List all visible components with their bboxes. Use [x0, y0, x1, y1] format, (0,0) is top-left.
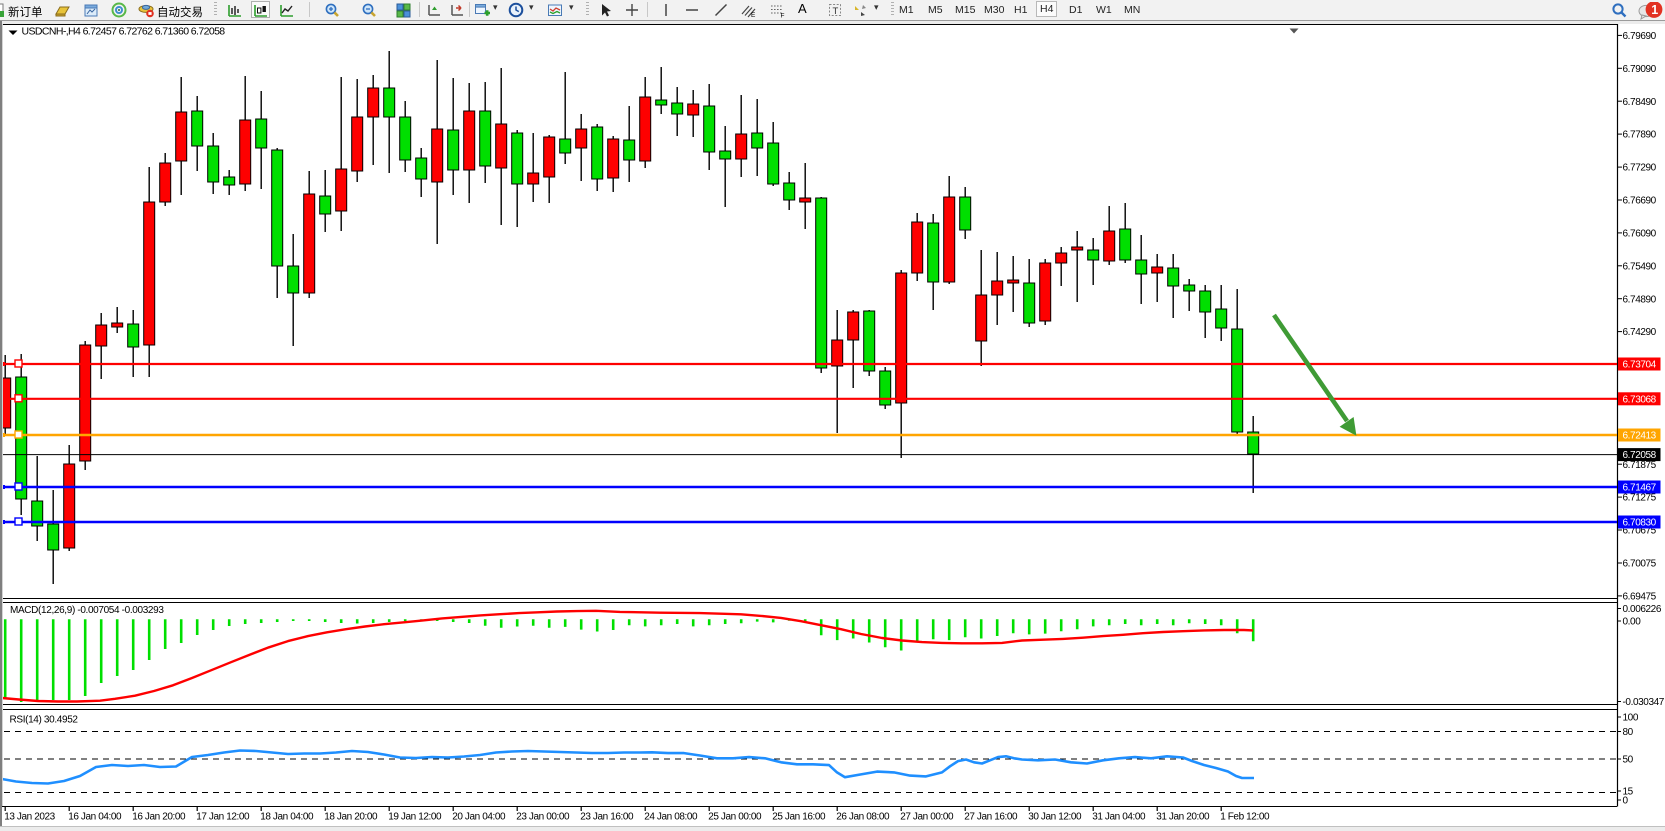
svg-text:26 Jan 08:00: 26 Jan 08:00 — [836, 812, 890, 823]
svg-text:23 Jan 00:00: 23 Jan 00:00 — [516, 812, 570, 823]
svg-text:6.72058: 6.72058 — [1623, 450, 1657, 461]
svg-text:31 Jan 04:00: 31 Jan 04:00 — [1092, 812, 1146, 823]
svg-text:6.79090: 6.79090 — [1623, 64, 1657, 75]
svg-text:6.74890: 6.74890 — [1623, 294, 1657, 305]
svg-text:19 Jan 12:00: 19 Jan 12:00 — [388, 812, 442, 823]
svg-text:RSI(14) 30.4952: RSI(14) 30.4952 — [10, 715, 79, 726]
svg-text:15: 15 — [1623, 787, 1634, 798]
svg-text:80: 80 — [1623, 727, 1634, 738]
svg-text:20 Jan 04:00: 20 Jan 04:00 — [452, 812, 506, 823]
svg-text:1 Feb 12:00: 1 Feb 12:00 — [1220, 812, 1270, 823]
svg-text:6.69475: 6.69475 — [1623, 592, 1657, 603]
svg-text:E: E — [751, 12, 756, 19]
svg-text:6.76090: 6.76090 — [1623, 229, 1657, 240]
svg-text:25 Jan 16:00: 25 Jan 16:00 — [772, 812, 826, 823]
svg-text:T: T — [833, 6, 839, 17]
svg-text:6.73068: 6.73068 — [1623, 394, 1657, 405]
svg-text:17 Jan 12:00: 17 Jan 12:00 — [196, 812, 250, 823]
svg-text:16 Jan 20:00: 16 Jan 20:00 — [132, 812, 186, 823]
svg-text:6.71275: 6.71275 — [1623, 493, 1657, 504]
svg-text:6.71467: 6.71467 — [1623, 483, 1657, 494]
svg-text:6.75490: 6.75490 — [1623, 261, 1657, 272]
svg-text:6.70075: 6.70075 — [1623, 559, 1657, 570]
svg-text:100: 100 — [1623, 713, 1639, 724]
svg-text:6.78490: 6.78490 — [1623, 97, 1657, 108]
svg-text:27 Jan 16:00: 27 Jan 16:00 — [964, 812, 1018, 823]
svg-text:24 Jan 08:00: 24 Jan 08:00 — [644, 812, 698, 823]
svg-text:6.79690: 6.79690 — [1623, 31, 1657, 42]
svg-text:1: 1 — [1651, 3, 1658, 17]
svg-text:31 Jan 20:00: 31 Jan 20:00 — [1156, 812, 1210, 823]
svg-text:0.00: 0.00 — [1623, 617, 1642, 628]
svg-text:-0.030347: -0.030347 — [1623, 697, 1665, 708]
svg-text:F: F — [781, 13, 785, 20]
svg-text:25 Jan 00:00: 25 Jan 00:00 — [708, 812, 762, 823]
svg-text:27 Jan 00:00: 27 Jan 00:00 — [900, 812, 954, 823]
svg-text:6.76690: 6.76690 — [1623, 196, 1657, 207]
svg-text:18 Jan 04:00: 18 Jan 04:00 — [260, 812, 314, 823]
svg-text:USDCNH-,H4 6.72457 6.72762 6.: USDCNH-,H4 6.72457 6.72762 6.71360 6.720… — [22, 26, 226, 38]
svg-text:0.006226: 0.006226 — [1623, 604, 1662, 615]
svg-text:6.74290: 6.74290 — [1623, 327, 1657, 338]
svg-text:6.71875: 6.71875 — [1623, 460, 1657, 471]
svg-text:6.70830: 6.70830 — [1623, 518, 1657, 529]
svg-text:6.70675: 6.70675 — [1623, 526, 1657, 537]
svg-text:0: 0 — [1623, 796, 1629, 807]
svg-text:6.77290: 6.77290 — [1623, 163, 1657, 174]
svg-text:6.77890: 6.77890 — [1623, 130, 1657, 141]
svg-text:30 Jan 12:00: 30 Jan 12:00 — [1028, 812, 1082, 823]
svg-text:50: 50 — [1623, 755, 1634, 766]
svg-text:MACD(12,26,9) -0.007054 -0.003: MACD(12,26,9) -0.007054 -0.003293 — [10, 605, 164, 616]
svg-text:6.72413: 6.72413 — [1623, 431, 1657, 442]
svg-text:18 Jan 20:00: 18 Jan 20:00 — [324, 812, 378, 823]
svg-text:16 Jan 04:00: 16 Jan 04:00 — [68, 812, 122, 823]
svg-text:23 Jan 16:00: 23 Jan 16:00 — [580, 812, 634, 823]
svg-text:13 Jan 2023: 13 Jan 2023 — [4, 812, 55, 823]
svg-text:6.73704: 6.73704 — [1623, 360, 1657, 371]
